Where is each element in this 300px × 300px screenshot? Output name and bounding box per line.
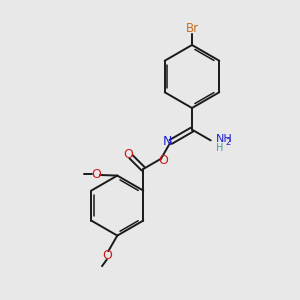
Text: Br: Br [185,22,199,35]
Text: H: H [216,143,224,153]
Text: 2: 2 [226,138,231,147]
Text: NH: NH [216,134,233,144]
Text: O: O [91,168,101,181]
Text: O: O [158,154,168,167]
Text: O: O [123,148,133,161]
Text: O: O [102,249,112,262]
Text: N: N [162,135,172,148]
